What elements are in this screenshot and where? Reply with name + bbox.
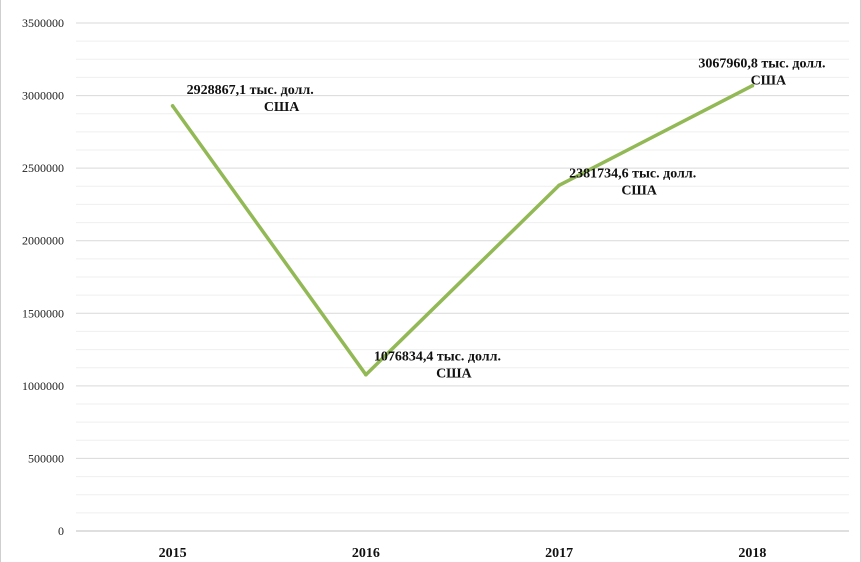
y-tick-label: 0 — [58, 524, 64, 538]
x-axis: 2015 2016 2017 2018 — [76, 530, 849, 561]
data-point — [170, 104, 175, 108]
data-label-value: 2928867,1 тыс. долл. — [187, 83, 314, 98]
data-label-unit: США — [264, 100, 300, 115]
x-tick-label: 2016 — [352, 546, 380, 561]
data-label-value: 2381734,6 тыс. долл. — [569, 166, 696, 181]
y-tick-label: 1500000 — [22, 306, 64, 320]
data-point — [364, 372, 368, 377]
y-tick-label: 500000 — [28, 451, 64, 465]
y-tick-label: 3000000 — [22, 89, 64, 103]
y-tick-label: 3500000 — [22, 16, 64, 30]
y-axis: 0 500000 1000000 1500000 2000000 2500000 30000… — [22, 16, 64, 538]
gridlines — [76, 22, 849, 532]
x-tick-label: 2018 — [738, 546, 766, 561]
x-tick-label: 2017 — [545, 546, 573, 561]
data-label-unit: США — [621, 183, 657, 198]
data-label-value: 3067960,8 тыс. долл. — [698, 57, 825, 72]
data-point — [750, 83, 755, 88]
data-label-value: 1076834,4 тыс. долл. — [374, 350, 501, 365]
y-tick-label: 1000000 — [22, 379, 64, 393]
y-tick-label: 2500000 — [22, 161, 64, 175]
data-point — [557, 183, 561, 188]
data-label-unit: США — [436, 367, 472, 382]
y-tick-label: 2000000 — [22, 234, 64, 248]
data-labels: 2928867,1 тыс. долл. США 1076834,4 тыс. до… — [187, 57, 826, 382]
x-tick-label: 2015 — [159, 546, 187, 561]
series-line — [170, 83, 755, 377]
data-label-unit: США — [751, 74, 787, 89]
series-layer — [170, 83, 755, 377]
